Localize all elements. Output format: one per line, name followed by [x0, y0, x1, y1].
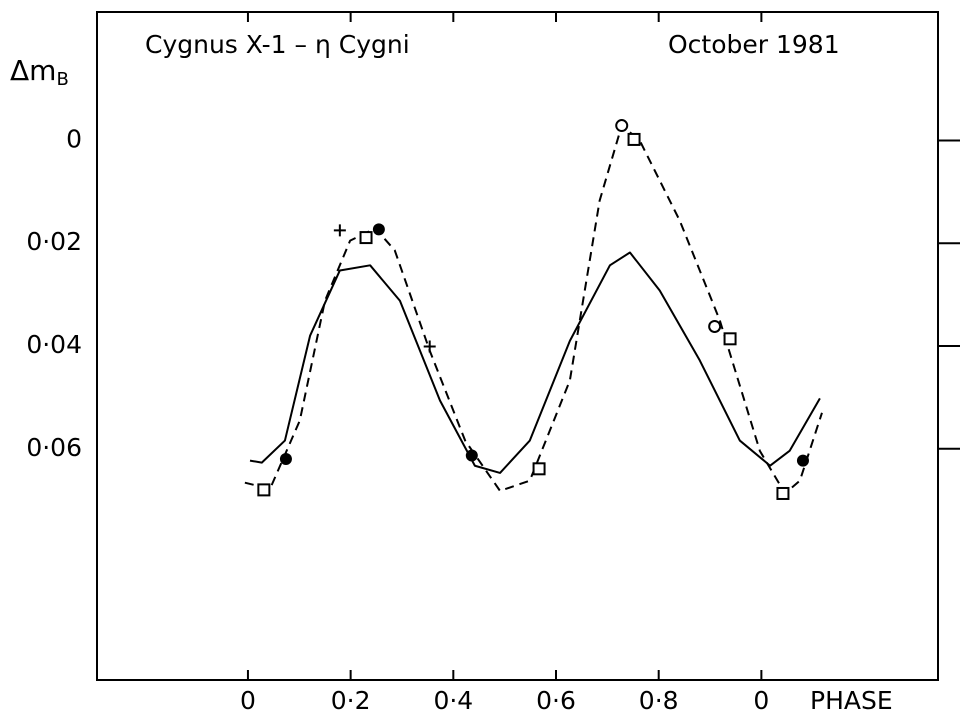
plus-marker [423, 340, 436, 353]
y-tick-label: 0·02 [26, 227, 82, 256]
x-tick-label: 0 [753, 686, 769, 715]
filled-circle [796, 454, 809, 467]
chart-title: Cygnus X-1 – η Cygni [145, 30, 410, 59]
y-tick-label: 0·06 [26, 433, 82, 462]
filled-circle [465, 449, 478, 462]
chart-subtitle: October 1981 [668, 30, 840, 59]
open-circle [615, 119, 629, 133]
x-tick-label: 0·8 [639, 686, 679, 715]
y-label-sub: B [56, 69, 68, 90]
plot-frame [96, 11, 939, 681]
x-tick-label: 0·6 [536, 686, 576, 715]
x-tick-label: 0·4 [433, 686, 473, 715]
y-label-main: Δm [10, 54, 56, 87]
open-square [532, 462, 546, 476]
solid-curve [249, 251, 821, 474]
open-square [776, 486, 790, 500]
filled-circle [279, 453, 292, 466]
plus-marker [333, 224, 346, 237]
filled-circle [372, 223, 385, 236]
y-tick-label: 0 [66, 124, 82, 153]
open-square [359, 231, 373, 245]
y-axis-label: ΔmB [10, 54, 69, 90]
open-circle [708, 319, 722, 333]
y-tick-label: 0·04 [26, 330, 82, 359]
open-square [627, 132, 641, 146]
x-axis-label: PHASE [810, 686, 893, 715]
x-tick-label: 0·2 [331, 686, 371, 715]
dashed-curve [244, 124, 823, 495]
open-square [257, 483, 271, 497]
x-tick-label: 0 [240, 686, 256, 715]
open-square [723, 332, 737, 346]
